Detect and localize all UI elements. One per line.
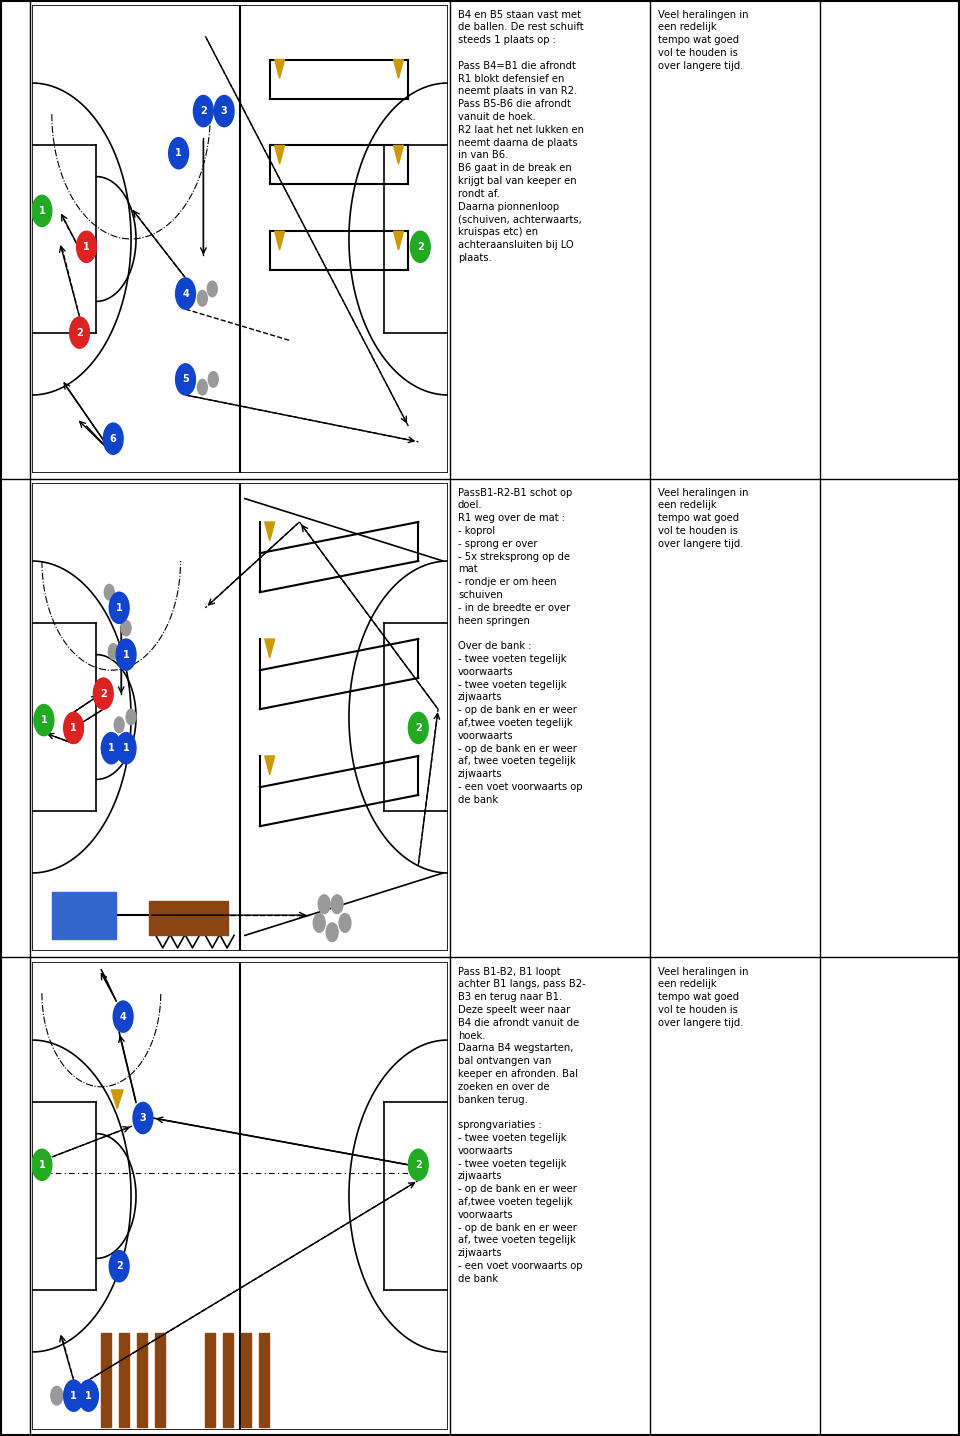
Text: Pass B1-B2, B1 loopt
achter B1 langs, pass B2-
B3 en terug naar B1.
Deze speelt : Pass B1-B2, B1 loopt achter B1 langs, pa…: [458, 966, 586, 1284]
Circle shape: [319, 895, 330, 913]
Text: 2: 2: [415, 722, 421, 732]
Polygon shape: [275, 231, 284, 250]
Text: 1: 1: [116, 603, 123, 613]
Text: 1: 1: [40, 715, 47, 725]
Text: 4: 4: [182, 289, 189, 299]
Text: 3: 3: [221, 106, 228, 116]
Text: Veel heralingen in
een redelijk
tempo wat goed
vol te houden is
over langere tij: Veel heralingen in een redelijk tempo wa…: [659, 488, 749, 549]
Text: 1: 1: [85, 1390, 92, 1400]
Text: B4 en B5 staan vast met
de ballen. De rest schuift
steeds 1 plaats op :

Pass B4: B4 en B5 staan vast met de ballen. De re…: [458, 10, 584, 263]
Text: Veel heralingen in
een redelijk
tempo wat goed
vol te houden is
over langere tij: Veel heralingen in een redelijk tempo wa…: [659, 10, 749, 70]
Text: 6: 6: [109, 434, 116, 444]
Circle shape: [198, 379, 207, 395]
Text: Veel heralingen in
een redelijk
tempo wat goed
vol te houden is
over langere tij: Veel heralingen in een redelijk tempo wa…: [659, 966, 749, 1028]
Circle shape: [408, 712, 428, 744]
Bar: [259, 1333, 269, 1427]
Text: 2: 2: [200, 106, 206, 116]
Text: 3: 3: [139, 1113, 146, 1123]
Text: 5: 5: [182, 375, 189, 385]
Text: 1: 1: [70, 1390, 77, 1400]
Circle shape: [32, 1149, 52, 1180]
Circle shape: [105, 584, 114, 600]
Bar: [241, 1333, 251, 1427]
Circle shape: [51, 1386, 62, 1404]
Circle shape: [63, 712, 84, 744]
Circle shape: [116, 639, 136, 671]
Text: 2: 2: [415, 1160, 421, 1170]
Text: 1: 1: [108, 744, 114, 754]
Polygon shape: [394, 60, 403, 79]
Text: 1: 1: [176, 148, 182, 158]
Text: 2: 2: [100, 689, 107, 698]
Bar: [155, 1333, 165, 1427]
Bar: [137, 1333, 147, 1427]
Circle shape: [32, 195, 52, 227]
Circle shape: [198, 290, 207, 306]
Circle shape: [410, 231, 430, 263]
Text: PassB1-R2-B1 schot op
doel.
R1 weg over de mat :
- koprol
- sprong er over
- 5x : PassB1-R2-B1 schot op doel. R1 weg over …: [458, 488, 583, 804]
Circle shape: [133, 1103, 153, 1133]
Text: 1: 1: [70, 722, 77, 732]
Circle shape: [34, 705, 54, 735]
Circle shape: [121, 620, 132, 636]
Circle shape: [169, 138, 188, 169]
Polygon shape: [394, 145, 403, 164]
Circle shape: [77, 231, 96, 263]
Text: 4: 4: [120, 1011, 127, 1021]
Text: 1: 1: [84, 241, 90, 251]
Circle shape: [326, 923, 338, 942]
Polygon shape: [275, 145, 284, 164]
Circle shape: [208, 372, 218, 388]
Polygon shape: [265, 639, 275, 658]
Circle shape: [339, 913, 351, 932]
Circle shape: [116, 732, 136, 764]
Text: 1: 1: [38, 205, 45, 215]
Text: 1: 1: [123, 744, 130, 754]
Circle shape: [63, 1380, 84, 1412]
Text: 2: 2: [116, 1261, 123, 1271]
Circle shape: [70, 317, 89, 348]
Text: 1: 1: [38, 1160, 45, 1170]
Polygon shape: [394, 231, 403, 250]
Polygon shape: [275, 60, 284, 79]
Bar: [102, 1333, 111, 1427]
Polygon shape: [111, 1090, 123, 1109]
Circle shape: [102, 732, 121, 764]
Circle shape: [313, 913, 325, 932]
Bar: [149, 900, 228, 935]
Text: 2: 2: [76, 327, 83, 337]
Circle shape: [176, 279, 196, 309]
Circle shape: [176, 363, 196, 395]
Circle shape: [108, 643, 118, 659]
Bar: [223, 1333, 233, 1427]
Circle shape: [408, 1149, 428, 1180]
Circle shape: [194, 95, 213, 126]
Polygon shape: [265, 755, 275, 774]
Circle shape: [104, 424, 123, 454]
Circle shape: [214, 95, 234, 126]
Text: 2: 2: [417, 241, 423, 251]
Bar: [119, 1333, 129, 1427]
Polygon shape: [265, 523, 275, 541]
Text: 1: 1: [123, 649, 130, 659]
Circle shape: [109, 592, 129, 623]
Bar: [52, 892, 116, 939]
Bar: [205, 1333, 215, 1427]
Circle shape: [109, 1251, 129, 1282]
Circle shape: [114, 717, 124, 732]
Circle shape: [331, 895, 343, 913]
Circle shape: [79, 1380, 98, 1412]
Circle shape: [113, 1001, 133, 1032]
Circle shape: [207, 281, 217, 297]
Circle shape: [93, 678, 113, 709]
Circle shape: [126, 709, 136, 725]
